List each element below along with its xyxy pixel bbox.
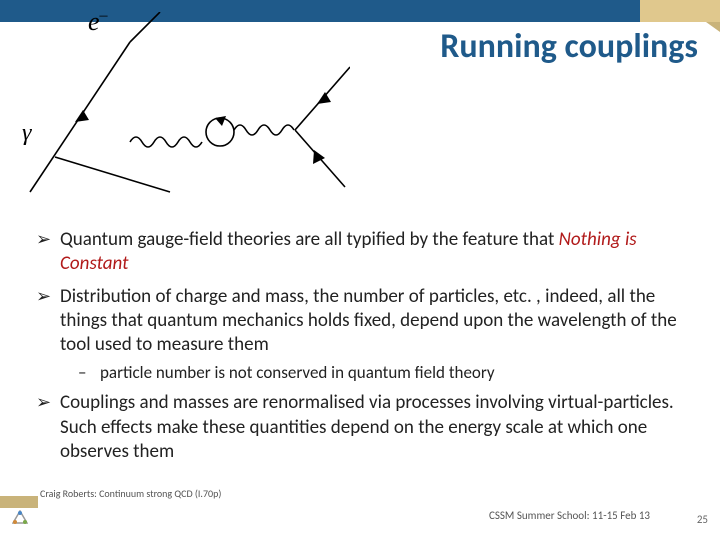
photon-label: γ [22,120,32,146]
footer-venue: CSSM Summer School: 11-15 Feb 13 [489,509,650,522]
footer-credit: Craig Roberts: Continuum strong QCD (I.7… [40,487,221,500]
bullet-2-text: Distribution of charge and mass, the num… [60,285,677,357]
footer-accent [0,496,38,508]
bullet-1-text-before: Quantum gauge-field theories are all typ… [60,228,559,251]
bullet-3: Couplings and masses are renormalised vi… [36,391,692,464]
footer-logo-icon [12,510,28,526]
electron-label: e– [88,12,109,36]
body-list: Quantum gauge-field theories are all typ… [36,228,692,472]
slide: Running couplings e– γ Quantum gauge-fie… [0,0,720,540]
feynman-diagram: e– γ [10,12,350,212]
title-bar-accent [640,0,720,22]
page-number: 25 [697,513,708,526]
bullet-2: Distribution of charge and mass, the num… [36,285,692,384]
bullet-3-text: Couplings and masses are renormalised vi… [60,391,674,463]
sub-bullet-1: particle number is not conserved in quan… [78,362,692,384]
slide-title: Running couplings [440,26,698,67]
sub-list: particle number is not conserved in quan… [60,362,692,384]
bullet-1: Quantum gauge-field theories are all typ… [36,228,692,277]
